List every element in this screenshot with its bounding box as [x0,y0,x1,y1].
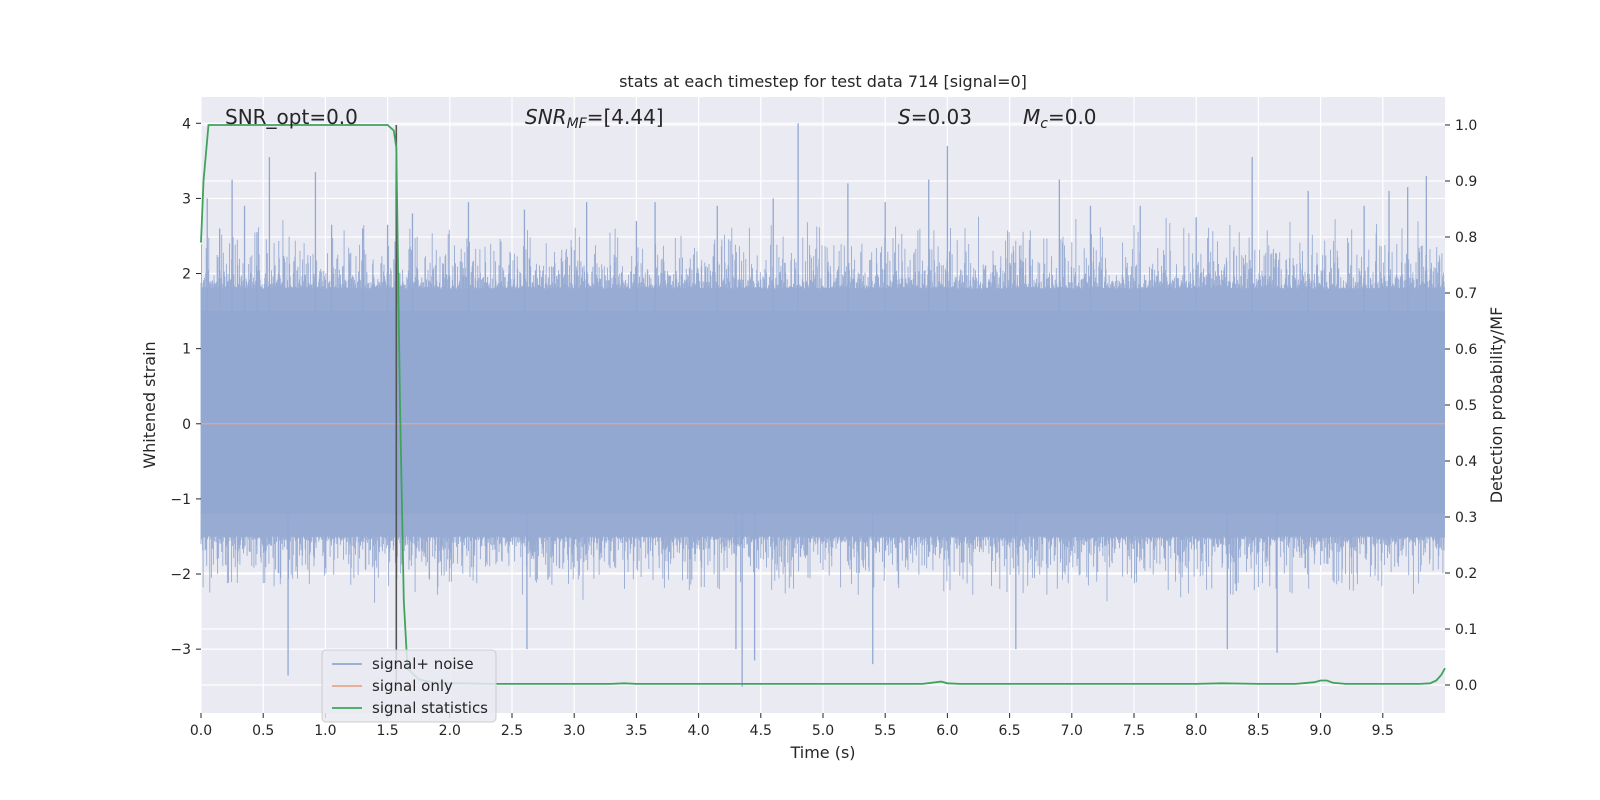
annotation-mc: Mc=0.0 [1023,105,1097,132]
annotation-snr-mf-symbol: SNR [525,105,567,129]
annotations: SNR_opt=0.0 SNRMF=[4.44] S=0.03 Mc=0.0 [225,105,1097,132]
y-right-tick-label: 0.9 [1455,174,1477,190]
y-right-tick-label: 0.3 [1455,510,1477,526]
legend: signal+ noise signal only signal statist… [321,649,497,723]
annotation-snr-opt: SNR_opt=0.0 [225,105,358,129]
signal-statistics-line [200,124,1446,685]
legend-label-signal-noise: signal+ noise [372,655,474,673]
y-left-tick-label: 2 [182,267,191,283]
annotation-mc-subscript: c [1040,116,1048,132]
y-right-tick-label: 0.0 [1455,678,1477,694]
x-tick-label: 6.5 [998,723,1020,739]
x-tick-label: 9.5 [1372,723,1394,739]
annotation-snr-mf-subscript: MF [567,116,588,132]
y-right-tick-label: 0.6 [1455,342,1477,358]
x-tick-label: 1.5 [376,723,398,739]
y-right-tick-label: 0.8 [1455,230,1477,246]
y-left-tick-label: −3 [170,642,191,658]
y-right-tick-label: 0.1 [1455,622,1477,638]
signal-noise-core [201,311,1445,514]
x-tick-label: 2.5 [501,723,523,739]
x-tick-label: 8.5 [1247,723,1269,739]
y-axis-left-label: Whitened strain [140,341,159,468]
x-tick-label: 6.0 [936,723,958,739]
x-tick-label: 7.5 [1123,723,1145,739]
y-left-tick-label: 1 [182,342,191,358]
legend-label-signal-statistics: signal statistics [372,699,488,717]
x-tick-label: 0.0 [190,723,212,739]
x-tick-label: 3.5 [625,723,647,739]
y-right-tick-label: 1.0 [1455,118,1477,134]
legend-box [321,649,497,723]
x-tick-label: 5.0 [812,723,834,739]
annotation-mc-value: =0.0 [1048,105,1097,129]
y-right-tick-label: 0.4 [1455,454,1477,470]
y-left-tick-label: −1 [170,492,191,508]
y-left-tick-label: 4 [182,116,191,132]
annotation-s-symbol: S [898,105,911,129]
annotation-mc-symbol: M [1023,105,1040,129]
x-tick-label: 1.0 [314,723,336,739]
y-right-tick-label: 0.7 [1455,286,1477,302]
x-tick-label: 0.5 [252,723,274,739]
annotation-s-value: =0.03 [911,105,972,129]
series-lines [200,124,1446,685]
x-tick-label: 7.0 [1061,723,1083,739]
x-tick-label: 4.5 [750,723,772,739]
annotation-snr-mf: SNRMF=[4.44] [525,105,664,132]
x-tick-label: 4.0 [687,723,709,739]
y-left-tick-label: 3 [182,191,191,207]
y-right-tick-label: 0.5 [1455,398,1477,414]
y-left-tick-label: 0 [182,417,191,433]
legend-label-signal-only: signal only [372,677,453,695]
x-tick-label: 8.0 [1185,723,1207,739]
x-tick-label: 9.0 [1309,723,1331,739]
annotation-s: S=0.03 [898,105,972,129]
y-left-tick-label: −2 [170,567,191,583]
chart-title: stats at each timestep for test data 714… [619,72,1027,91]
x-tick-label: 5.5 [874,723,896,739]
annotation-snr-mf-value: =[4.44] [587,105,664,129]
x-axis-label: Time (s) [789,743,855,762]
series-signal-noise [200,123,1445,687]
x-tick-label: 3.0 [563,723,585,739]
x-tick-label: 2.0 [439,723,461,739]
y-axis-right-label: Detection probability/MF [1487,307,1506,504]
y-right-tick-label: 0.2 [1455,566,1477,582]
axes: 0.0 0.5 1.0 1.5 2.0 2.5 3.0 3.5 4.0 4.5 5.0 5.5 6.0 6… [170,116,1477,739]
